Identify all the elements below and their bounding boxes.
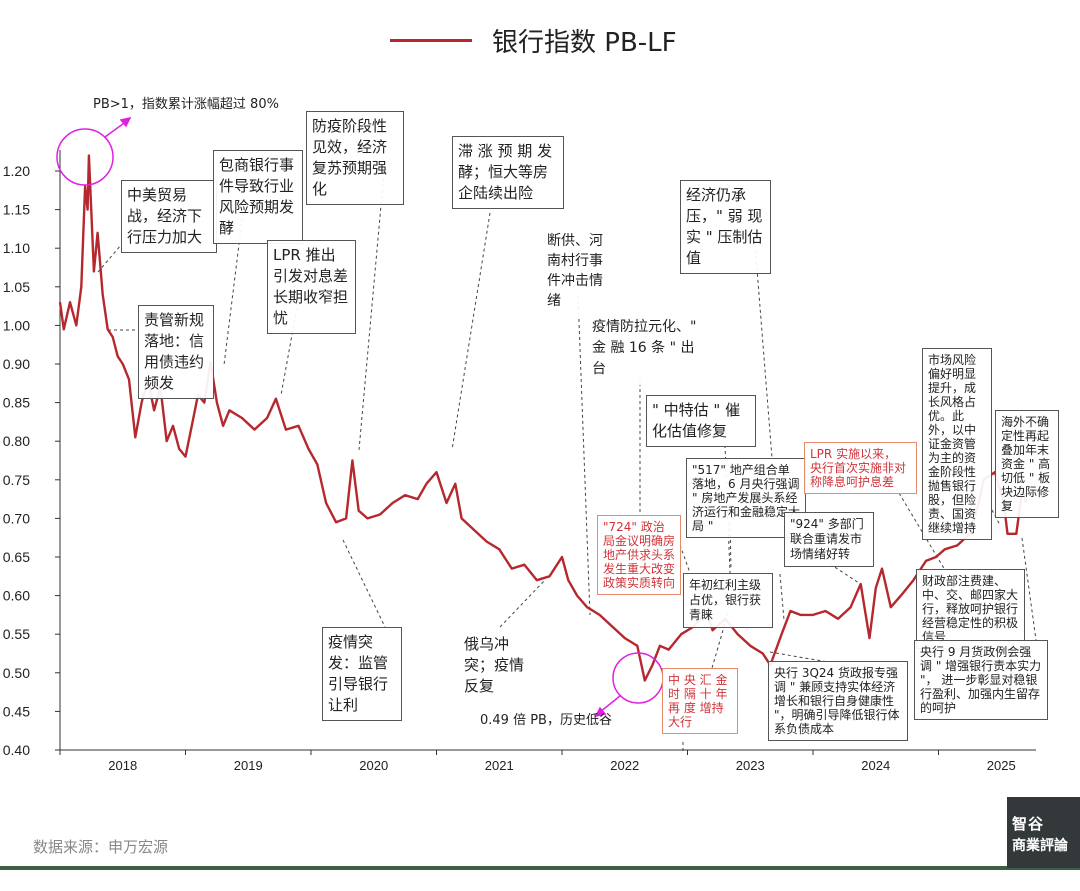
y-tick-label: 0.45	[3, 703, 30, 719]
leader-line	[679, 544, 691, 574]
y-tick-label: 1.20	[3, 163, 30, 179]
y-tick-label: 0.80	[3, 433, 30, 449]
y-tick-label: 0.55	[3, 626, 30, 642]
annotation-box: 中美贸易战，经济下行压力加大	[121, 180, 217, 253]
y-tick-label: 0.85	[3, 395, 30, 411]
footer-bar	[0, 866, 1080, 870]
annotation-box: "924" 多部门联合重请发市场情绪好转	[784, 512, 874, 567]
annotation-box: LPR 推出引发对息差长期收窄担忧	[267, 240, 356, 334]
trough-arrow	[599, 695, 621, 713]
y-tick-label: 0.90	[3, 356, 30, 372]
leader-line	[829, 563, 863, 586]
y-tick-label: 0.70	[3, 510, 30, 526]
annotation-box: 防疫阶段性见效，经济复苏预期强化	[306, 111, 404, 205]
annotation-box: 央行 9 月货政例会强调 " 增强银行责本实力 "， 进一步彰显对稳银行盈利、加…	[914, 640, 1048, 720]
annotation-box-red: LPR 实施以来， 央行首次实施非对称降息呵护息差	[804, 442, 917, 494]
annotation-box: 滞 涨 预 期 发 酵；恒大等房企陆续出险	[452, 136, 564, 209]
axes: 1.20 1.15 1.10 1.05 1.00 0.90 0.85 0.80 0.75 0.70…	[3, 150, 1036, 773]
brand-logo: 智谷 商業評論	[1007, 797, 1080, 868]
annotation-box: 疫情防拉元化、" 金 融 16 条 " 出台	[586, 312, 704, 385]
leader-line	[499, 579, 546, 628]
leader-line	[1021, 537, 1037, 641]
y-tick-label: 1.10	[3, 240, 30, 256]
x-tick-label: 2022	[610, 758, 639, 773]
leader-line	[577, 294, 591, 616]
trough-arrow-head	[594, 706, 607, 718]
leader-line	[769, 651, 829, 663]
x-tick-label: 2023	[736, 758, 765, 773]
chart-legend: 银行指数 PB-LF	[390, 18, 677, 62]
peak-annotation: PB>1，指数累计涨幅超过 80%	[93, 97, 279, 112]
annotation-box: 俄乌冲突；疫情反复	[458, 629, 538, 702]
logo-line-2: 商業評論	[1012, 838, 1068, 854]
x-tick-label: 2019	[234, 758, 263, 773]
annotation-box-red: "724" 政治局金议明确房地产供求头系发生重大改变政策实质转向	[597, 515, 681, 595]
annotation-box-red: 中 央 汇 金 时 隔 十 年 再 度 增持大行	[662, 668, 738, 734]
leader-line	[779, 573, 785, 621]
peak-circle	[56, 128, 114, 186]
y-tick-label: 0.75	[3, 472, 30, 488]
y-tick-label: 1.05	[3, 279, 30, 295]
annotation-box: 年初红利主级占优，银行获青睐	[683, 573, 773, 628]
x-tick-label: 2020	[359, 758, 388, 773]
leader-line	[358, 171, 385, 451]
y-tick-label: 1.15	[3, 202, 30, 218]
y-tick-label: 0.50	[3, 665, 30, 681]
chart-title: 银行指数 PB-LF	[492, 27, 677, 58]
annotation-box: 疫情突发：监管引导银行让利	[322, 627, 402, 721]
y-tick-label: 0.60	[3, 588, 30, 604]
x-tick-label: 2018	[108, 758, 137, 773]
annotation-box: 央行 3Q24 货政报专强调 " 兼顾支持实体经济增长和银行自身健康性 "，明确…	[768, 661, 908, 741]
legend-swatch	[390, 38, 472, 42]
y-tick-label: 1.00	[3, 317, 30, 333]
x-tick-label: 2024	[861, 758, 890, 773]
annotation-box: 市场风险偏好明显提升，成长风格占优。此外，以中证金资管为主的资金阶段性抛售银行股…	[922, 348, 992, 540]
y-tick-label: 0.40	[3, 742, 30, 758]
annotation-box: 责管新规落地：信用债违约频发	[138, 305, 214, 399]
annotation-box: 财政部注费建、中、交、邮四家大行，释放呵护银行经营稳定性的积极信号	[916, 569, 1025, 649]
x-tick-label: 2025	[987, 758, 1016, 773]
leader-line	[280, 301, 299, 396]
leader-line	[754, 243, 773, 459]
annotation-box: "517" 地产组合单落地，6 月央行强调 " 房地产发展头系经济运行和金融稳定…	[686, 458, 806, 538]
annotation-box: 包商银行事件导致行业风险预期发酵	[213, 150, 303, 244]
annotation-box: " 中特估 " 催化估值修复	[646, 395, 756, 447]
trough-circle	[612, 652, 664, 704]
y-tick-label: 0.65	[3, 549, 30, 565]
logo-line-1: 智谷	[1012, 815, 1045, 833]
annotation-box: 经济仍承压，" 弱 现 实 " 压制估值	[680, 180, 771, 274]
peak-arrow-head	[119, 116, 132, 128]
leader-line	[451, 212, 491, 451]
x-tick-label: 2021	[485, 758, 514, 773]
trough-annotation: 0.49 倍 PB，历史低谷	[480, 713, 612, 728]
data-source: 数据来源：申万宏源	[33, 838, 169, 856]
annotation-box: 断供、河南村行事件冲击情绪	[541, 226, 617, 316]
annotation-box: 海外不确定性再起叠加年末资金 " 高切低 " 板块边际修复	[995, 410, 1059, 518]
leader-line	[342, 539, 386, 628]
